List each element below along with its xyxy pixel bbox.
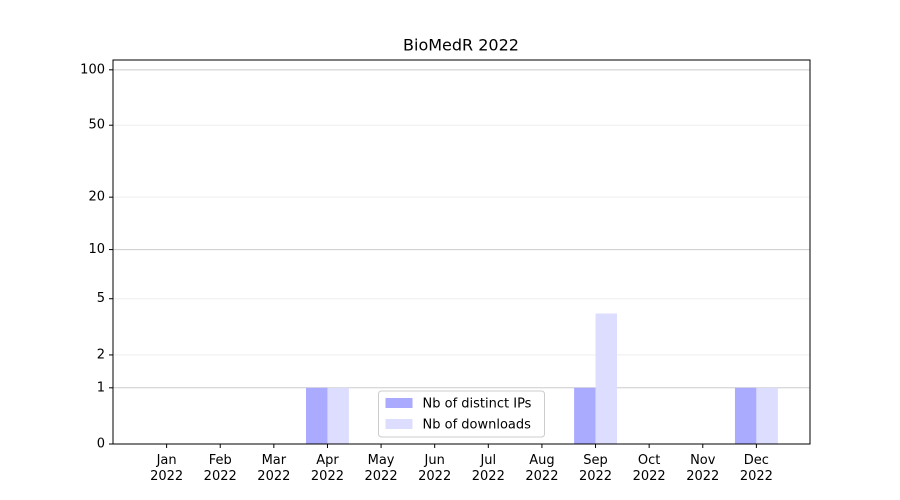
bar [327, 387, 349, 444]
x-tick-label: Mar 2022 [257, 453, 291, 484]
legend-swatch [385, 419, 413, 429]
x-tick-label: Feb 2022 [203, 453, 237, 484]
bar [574, 387, 596, 444]
y-tick-label: 1 [97, 380, 105, 395]
bar [306, 387, 328, 444]
x-tick-label: Oct 2022 [632, 453, 666, 484]
legend-label: Nb of distinct IPs [423, 397, 532, 412]
x-tick-label: Dec 2022 [739, 453, 773, 484]
x-tick-label: Jun 2022 [418, 453, 452, 484]
y-tick-label: 50 [88, 118, 105, 133]
legend-box [378, 390, 545, 438]
x-tick-label: Aug 2022 [525, 453, 559, 484]
legend-swatch [385, 398, 413, 408]
y-tick-label: 5 [97, 291, 105, 306]
y-tick-label: 2 [97, 347, 105, 362]
y-tick-label: 10 [88, 242, 105, 257]
x-tick-label: Apr 2022 [310, 453, 344, 484]
y-tick-label: 100 [80, 62, 105, 77]
x-tick-label: Sep 2022 [578, 453, 613, 484]
x-tick-label: Jan 2022 [150, 453, 184, 484]
plot-frame [112, 59, 811, 445]
bar [756, 387, 778, 444]
chart-title: BioMedR 2022 [403, 36, 519, 55]
bar [595, 313, 617, 444]
y-tick-label: 20 [88, 190, 105, 205]
x-tick-label: Nov 2022 [686, 453, 720, 484]
legend: Nb of distinct IPs Nb of downloads [378, 390, 545, 438]
y-tick-label: 0 [97, 437, 105, 452]
legend-label: Nb of downloads [423, 418, 532, 433]
bar [734, 387, 757, 444]
x-tick-label: Jul 2022 [471, 453, 505, 484]
x-tick-label: May 2022 [364, 453, 398, 484]
